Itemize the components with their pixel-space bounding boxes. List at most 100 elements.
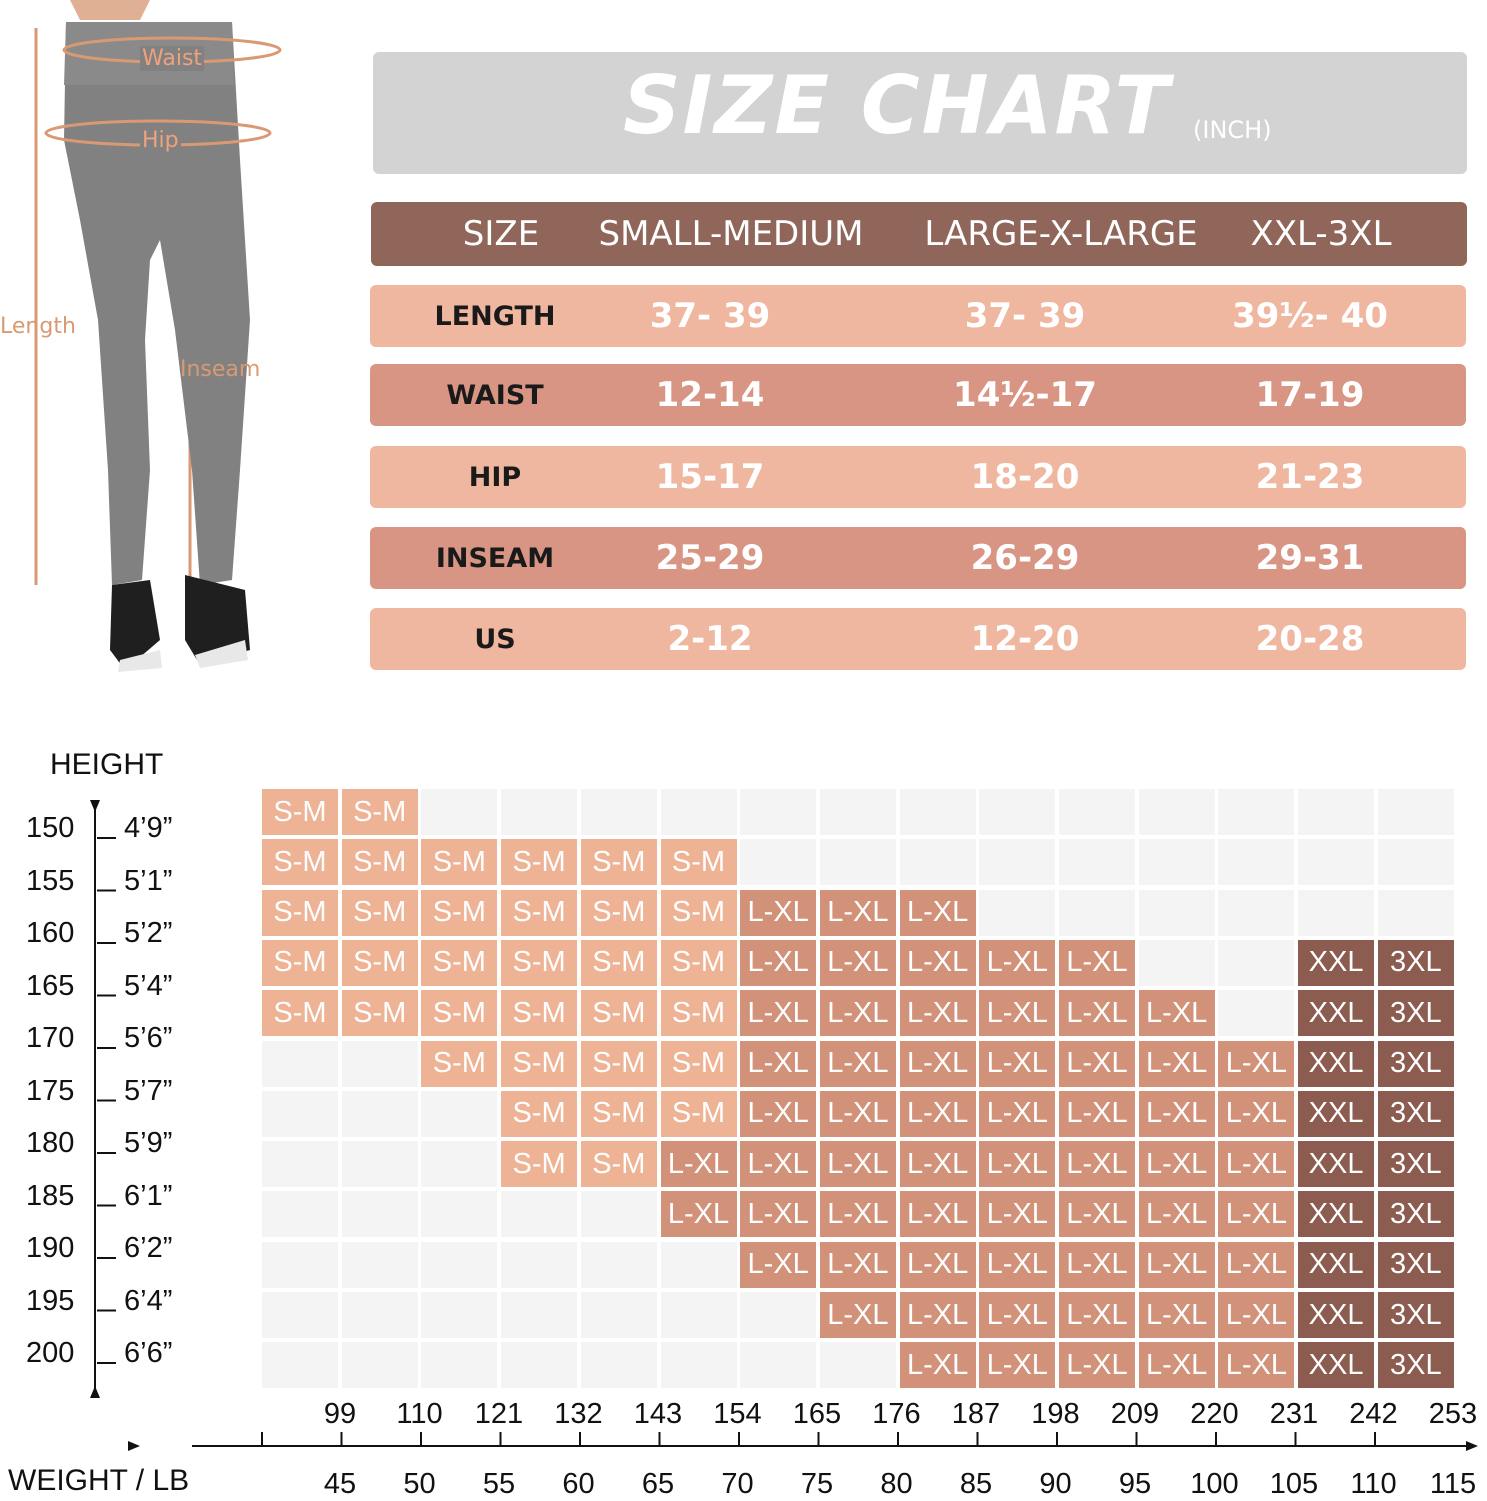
weight-axis-arrow-left (128, 1441, 140, 1451)
grid-size-cell: L-XL (819, 1141, 896, 1188)
height-ft-label: 5’7” (124, 1074, 173, 1107)
grid-empty-cell (1298, 789, 1375, 835)
table-row-length: LENGTH 37- 39 37- 39 39½- 40 (370, 285, 1466, 347)
grid-size-cell: S-M (580, 839, 657, 886)
grid-size-cell: L-XL (1218, 1191, 1295, 1238)
grid-empty-cell (501, 789, 578, 835)
grid-size-cell: L-XL (979, 1292, 1056, 1338)
grid-size-cell: L-XL (740, 939, 817, 986)
grid-size-cell: S-M (262, 839, 338, 886)
weight-kg-label: 70 (721, 1468, 754, 1500)
grid-empty-cell (1298, 839, 1375, 886)
chart-title: SIZE CHART (623, 59, 1172, 152)
grid-empty-cell (979, 789, 1056, 835)
grid-empty-cell (1377, 789, 1454, 835)
grid-size-cell: 3XL (1377, 1241, 1454, 1288)
grid-empty-cell (1138, 889, 1215, 936)
weight-lb-label: 132 (554, 1398, 603, 1430)
grid-size-cell: L-XL (899, 889, 976, 936)
grid-size-cell: S-M (341, 839, 418, 886)
grid-empty-cell (262, 1090, 338, 1137)
grid-size-cell: L-XL (899, 1090, 976, 1137)
height-axis-arrow-top (90, 800, 100, 812)
weight-lb-label: 253 (1428, 1398, 1478, 1430)
grid-empty-cell (262, 1241, 338, 1288)
grid-size-cell: L-XL (1059, 1241, 1135, 1288)
row-value: 18-20 (970, 457, 1080, 497)
weight-lb-label: 143 (633, 1398, 683, 1430)
row-value: 14½-17 (953, 375, 1097, 415)
height-cm-label: 200 (26, 1337, 75, 1369)
grid-size-cell: L-XL (1138, 990, 1215, 1037)
header-xxl-3xl: XXL-3XL (1250, 214, 1392, 254)
height-cm-label: 165 (26, 969, 75, 1002)
grid-size-cell: 3XL (1377, 1191, 1454, 1238)
grid-size-cell: L-XL (899, 1191, 976, 1238)
grid-size-cell: L-XL (1138, 1040, 1215, 1087)
height-ft-label: 5’1” (124, 864, 173, 897)
grid-empty-cell (1138, 839, 1215, 886)
grid-size-cell: 3XL (1377, 1141, 1454, 1188)
row-value: 12-14 (655, 375, 765, 415)
grid-size-cell: L-XL (1059, 1292, 1135, 1338)
grid-empty-cell (1138, 789, 1215, 835)
grid-size-cell: L-XL (740, 1090, 817, 1137)
row-value: 39½- 40 (1232, 296, 1388, 336)
grid-empty-cell (262, 1292, 338, 1338)
grid-empty-cell (341, 1191, 418, 1238)
grid-size-cell: L-XL (740, 1040, 817, 1087)
grid-empty-cell (580, 1342, 657, 1389)
grid-size-cell: L-XL (979, 1241, 1056, 1288)
grid-empty-cell (979, 889, 1056, 936)
row-value: 20-28 (1255, 619, 1365, 659)
grid-empty-cell (740, 839, 817, 886)
grid-empty-cell (1218, 939, 1295, 986)
grid-size-cell: L-XL (819, 1292, 896, 1338)
grid-empty-cell (1218, 889, 1295, 936)
row-value: 2-12 (667, 619, 753, 659)
grid-empty-cell (1377, 839, 1454, 886)
grid-empty-cell (1138, 939, 1215, 986)
grid-empty-cell (501, 1342, 578, 1389)
grid-size-cell: L-XL (819, 1040, 896, 1087)
grid-size-cell: S-M (501, 990, 578, 1037)
grid-empty-cell (979, 839, 1056, 886)
grid-size-cell: XXL (1298, 1241, 1375, 1288)
grid-size-cell: L-XL (1059, 1342, 1135, 1389)
grid-empty-cell (580, 1191, 657, 1238)
grid-empty-cell (341, 1342, 418, 1389)
grid-size-cell: 3XL (1377, 1342, 1454, 1389)
grid-empty-cell (819, 839, 896, 886)
row-value: 25-29 (655, 538, 765, 578)
row-value: 21-23 (1255, 457, 1365, 497)
grid-size-cell: L-XL (1059, 1141, 1135, 1188)
grid-empty-cell (501, 1241, 578, 1288)
grid-empty-cell (421, 1292, 498, 1338)
grid-size-cell: 3XL (1377, 1040, 1454, 1087)
height-cm-label: 185 (26, 1179, 75, 1212)
grid-empty-cell (1218, 789, 1295, 835)
height-ft-label: 5’4” (124, 969, 173, 1002)
grid-size-cell: L-XL (899, 1040, 976, 1087)
grid-size-cell: S-M (580, 1040, 657, 1087)
grid-size-cell: L-XL (1138, 1241, 1215, 1288)
grid-size-cell: S-M (262, 889, 338, 936)
grid-size-cell: L-XL (740, 1191, 817, 1238)
grid-empty-cell (341, 1141, 418, 1188)
grid-size-cell: L-XL (979, 1342, 1056, 1389)
unit-label: (INCH) (1193, 116, 1272, 144)
row-label: WAIST (446, 379, 544, 411)
grid-size-cell: S-M (660, 839, 737, 886)
weight-kg-label: 105 (1269, 1468, 1319, 1500)
height-cm-label: 190 (26, 1232, 75, 1264)
grid-size-cell: S-M (262, 939, 338, 986)
grid-size-cell: L-XL (1218, 1342, 1295, 1389)
height-cm-label: 155 (26, 864, 75, 897)
grid-size-cell: XXL (1298, 1141, 1375, 1188)
grid-size-cell: L-XL (740, 1141, 817, 1188)
row-label: INSEAM (435, 542, 555, 574)
weight-lb-label: 209 (1110, 1398, 1160, 1430)
grid-size-cell: XXL (1298, 990, 1375, 1037)
